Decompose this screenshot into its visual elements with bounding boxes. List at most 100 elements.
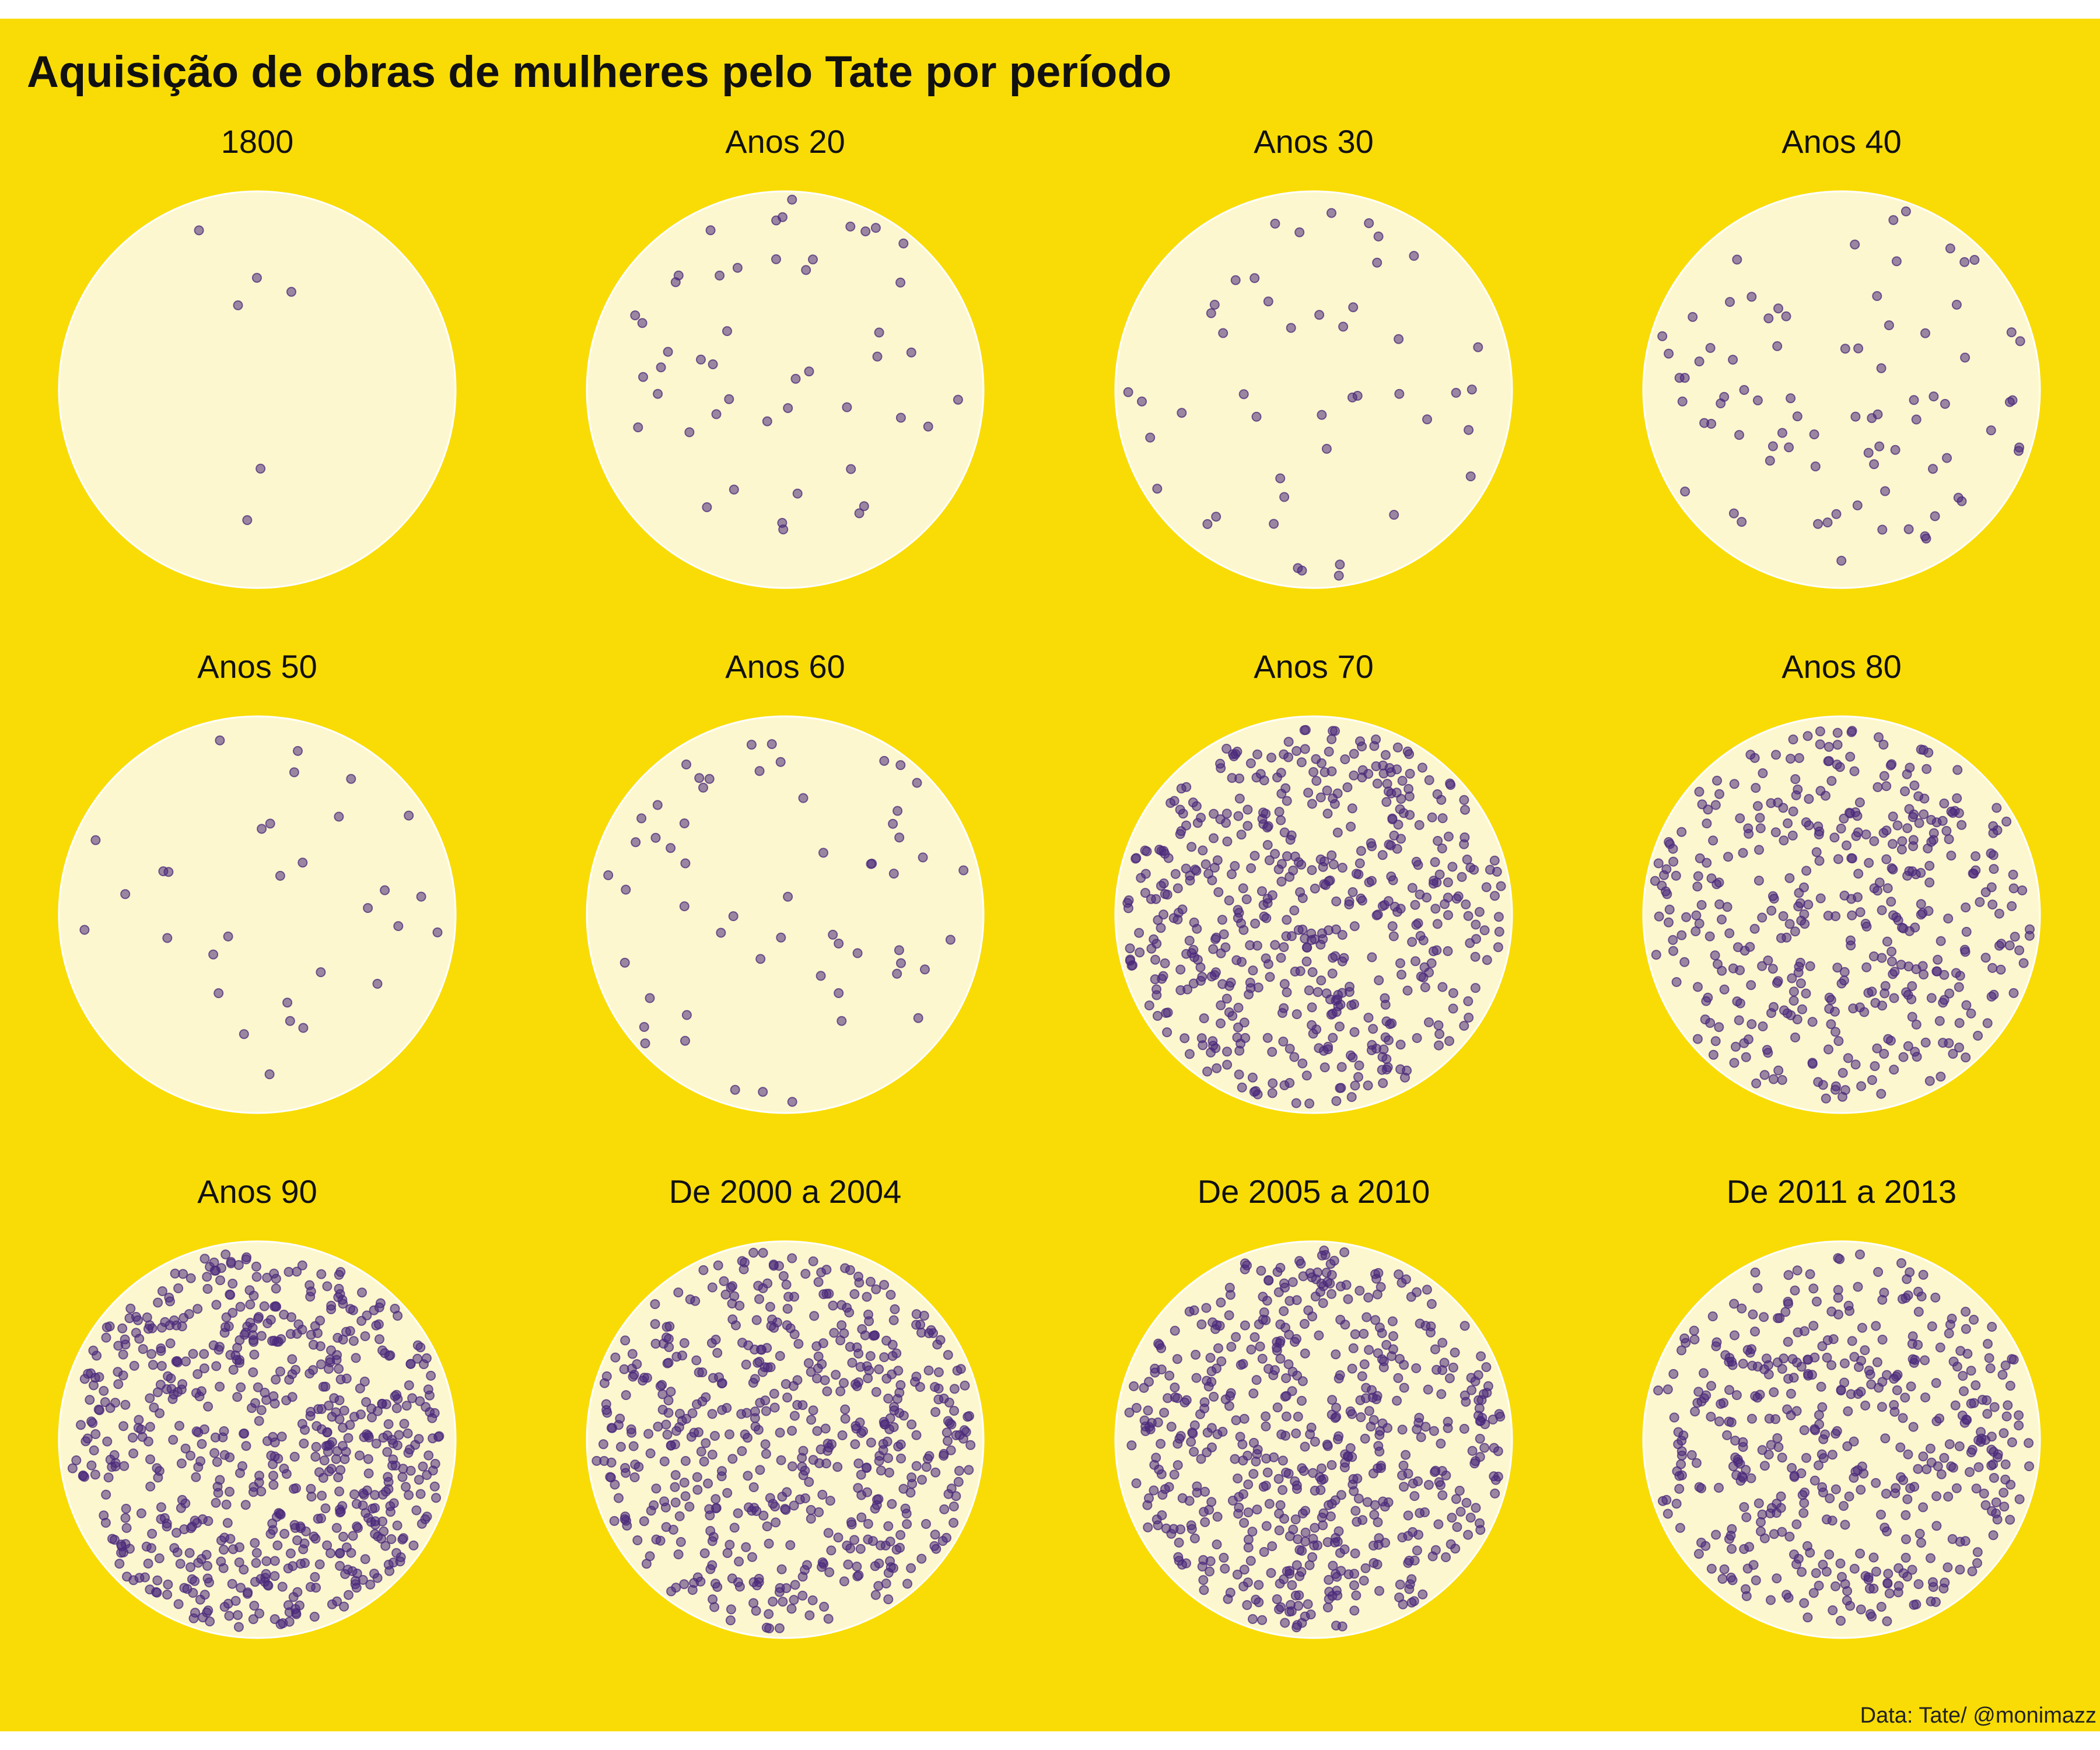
artwork-point — [1424, 775, 1434, 785]
artwork-point — [299, 1438, 309, 1449]
artwork-point — [1172, 1438, 1183, 1449]
artwork-point — [1782, 1008, 1793, 1019]
artwork-point — [281, 1395, 292, 1406]
artwork-point — [1135, 947, 1145, 958]
artwork-point — [748, 1378, 758, 1388]
artwork-point — [1371, 1044, 1382, 1054]
artwork-point — [801, 265, 811, 275]
artwork-point — [344, 1590, 354, 1600]
artwork-point — [1200, 1486, 1210, 1497]
artwork-point — [845, 1265, 855, 1275]
artwork-point — [1474, 907, 1485, 917]
artwork-point — [1173, 908, 1184, 918]
artwork-point — [722, 1403, 732, 1413]
artwork-point — [1475, 1452, 1485, 1462]
artwork-point — [1324, 1500, 1334, 1510]
artwork-point — [230, 1595, 241, 1606]
artwork-point — [1433, 836, 1443, 846]
artwork-point — [1750, 1267, 1760, 1278]
artwork-point — [1142, 846, 1152, 856]
artwork-point — [1925, 1443, 1936, 1454]
artwork-point — [1303, 788, 1314, 798]
artwork-point — [1186, 1437, 1196, 1447]
artwork-point — [1196, 1454, 1206, 1464]
artwork-point — [268, 1432, 278, 1442]
artwork-point — [1154, 1340, 1165, 1350]
artwork-point — [1951, 968, 1961, 978]
artwork-point — [1470, 1376, 1480, 1387]
artwork-point — [1965, 1467, 1975, 1477]
artwork-point — [1152, 484, 1163, 494]
artwork-point — [1318, 1520, 1328, 1531]
artwork-point — [1783, 1297, 1793, 1307]
artwork-point — [1710, 1036, 1721, 1046]
artwork-point — [1240, 1320, 1250, 1331]
artwork-point — [885, 1536, 895, 1547]
artwork-point — [1869, 459, 1880, 470]
artwork-point — [729, 1522, 740, 1533]
artwork-point — [710, 1431, 720, 1441]
artwork-point — [1740, 946, 1750, 956]
artwork-point — [1808, 1321, 1819, 1331]
artwork-point — [1902, 1494, 1913, 1504]
artwork-point — [1880, 988, 1890, 999]
artwork-point — [1322, 1441, 1333, 1451]
artwork-point — [225, 1290, 236, 1300]
artwork-point — [1954, 808, 1964, 818]
artwork-point — [1276, 953, 1286, 963]
artwork-point — [393, 921, 404, 932]
artwork-point — [1272, 1345, 1282, 1356]
artwork-point — [215, 1381, 225, 1392]
artwork-point — [1333, 1001, 1343, 1012]
artwork-point — [1350, 1329, 1360, 1339]
artwork-point — [764, 1538, 774, 1549]
artwork-point — [787, 1253, 797, 1264]
artwork-point — [117, 1323, 128, 1334]
artwork-point — [1809, 429, 1819, 440]
artwork-point — [1461, 1497, 1472, 1508]
artwork-point — [1415, 1318, 1425, 1329]
artwork-point — [285, 1016, 295, 1026]
artwork-point — [620, 957, 630, 968]
artwork-point — [2007, 1437, 2017, 1447]
artwork-point — [836, 1016, 847, 1026]
artwork-point — [220, 1322, 230, 1332]
artwork-point — [1864, 858, 1874, 868]
artwork-point — [1262, 1032, 1273, 1043]
artwork-point — [215, 735, 225, 746]
artwork-point — [1828, 1605, 1838, 1615]
artwork-point — [1249, 1087, 1259, 1097]
artwork-point — [193, 1558, 204, 1568]
artwork-point — [1419, 962, 1430, 972]
artwork-point — [240, 1500, 251, 1510]
artwork-point — [295, 1600, 304, 1611]
artwork-point — [1373, 1441, 1384, 1451]
artwork-point — [1311, 754, 1321, 764]
artwork-point — [1790, 774, 1801, 785]
artwork-point — [808, 1256, 818, 1266]
artwork-point — [1300, 1527, 1311, 1538]
artwork-point — [882, 1436, 892, 1447]
artwork-point — [1447, 1513, 1457, 1523]
artwork-point — [1907, 981, 1917, 991]
artwork-point — [1464, 1013, 1474, 1023]
artwork-point — [1688, 312, 1698, 322]
artwork-point — [1314, 1330, 1324, 1340]
artwork-point — [1166, 1422, 1177, 1432]
artwork-point — [1662, 889, 1672, 900]
artwork-point — [829, 1328, 839, 1338]
artwork-point — [918, 852, 928, 863]
artwork-point — [680, 1456, 691, 1466]
artwork-point — [1396, 970, 1406, 980]
artwork-point — [1465, 471, 1476, 482]
artwork-point — [1276, 876, 1287, 887]
artwork-point — [1984, 1353, 1994, 1363]
artwork-point — [1918, 1502, 1929, 1513]
artwork-point — [1876, 1602, 1887, 1612]
artwork-point — [758, 1510, 769, 1521]
artwork-point — [1794, 961, 1804, 972]
artwork-point — [1152, 939, 1162, 949]
artwork-point — [2000, 1459, 2011, 1469]
artwork-point — [1471, 919, 1481, 930]
artwork-point — [239, 1564, 249, 1575]
